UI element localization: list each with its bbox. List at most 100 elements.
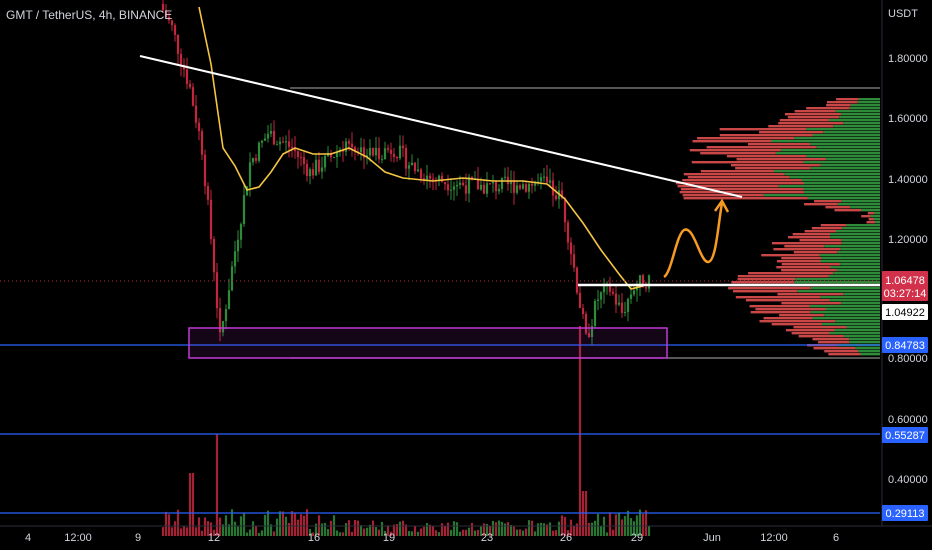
candle-body <box>185 69 189 84</box>
volume-bar <box>554 530 558 536</box>
volume-bar <box>176 509 180 536</box>
projection-path <box>663 202 724 279</box>
volume-bar <box>515 529 519 536</box>
currency-label: USDT <box>888 8 918 20</box>
volume-profile-buy-bar <box>846 326 880 329</box>
candle-body <box>197 122 201 132</box>
candle-body <box>161 4 165 11</box>
volume-bar <box>545 524 549 536</box>
volume-profile-buy-bar <box>810 143 880 146</box>
volume-profile-sell-bar <box>781 257 822 260</box>
candle-body <box>224 309 228 322</box>
volume-bar <box>260 530 264 536</box>
volume-profile-buy-bar <box>857 101 880 104</box>
candle-body <box>602 285 606 293</box>
volume-bar <box>182 526 186 536</box>
candle-body <box>608 283 612 292</box>
volume-profile-buy-bar <box>819 254 880 257</box>
volume-profile-buy-bar <box>810 287 880 290</box>
candle-body <box>449 189 453 191</box>
volume-bar <box>434 530 438 536</box>
volume-profile-sell-bar <box>781 263 841 266</box>
volume-profile-sell-bar <box>778 122 844 125</box>
candle-body <box>548 180 552 183</box>
volume-bar <box>443 525 447 536</box>
volume-profile-sell-bar <box>793 251 838 254</box>
volume-bar <box>383 530 387 536</box>
volume-bar <box>614 514 618 536</box>
volume-profile-sell-bar <box>768 125 834 128</box>
volume-bar <box>218 517 222 536</box>
candle-body <box>404 148 408 169</box>
volume-profile-sell-bar <box>791 332 830 335</box>
volume-profile-sell-bar <box>680 188 804 191</box>
volume-profile-buy-bar <box>850 206 880 209</box>
volume-bar <box>494 522 498 536</box>
volume-profile-sell-bar <box>794 110 836 113</box>
volume-bar <box>458 531 462 536</box>
candle-body <box>551 180 555 196</box>
candle-body <box>311 169 315 176</box>
volume-profile-sell-bar <box>755 308 826 311</box>
volume-bar <box>311 532 315 536</box>
volume-bar <box>389 531 393 536</box>
volume-bar <box>548 522 552 536</box>
volume-profile-sell-bar <box>779 119 830 122</box>
volume-bar <box>275 518 279 536</box>
time-tick-label: 9 <box>135 532 141 544</box>
volume-profile-buy-bar <box>830 236 880 239</box>
volume-profile-sell-bar <box>759 131 824 134</box>
candle-body <box>533 183 537 186</box>
volume-bar <box>524 528 528 536</box>
time-tick-label: 12 <box>208 532 220 544</box>
volume-bar <box>236 526 240 536</box>
volume-profile-sell-bar <box>719 128 807 131</box>
candle-body <box>350 143 354 148</box>
volume-profile-sell-bar <box>813 347 856 350</box>
volume-profile-sell-bar <box>761 254 820 257</box>
volume-profile-buy-bar <box>797 290 880 293</box>
candle-body <box>248 162 252 187</box>
volume-profile-sell-bar <box>689 149 782 152</box>
volume-bar <box>296 519 300 536</box>
candle-body <box>263 138 267 141</box>
volume-bar <box>377 529 381 536</box>
volume-bar <box>320 523 324 536</box>
volume-profile-buy-bar <box>784 173 880 176</box>
volume-profile-buy-bar <box>789 176 880 179</box>
volume-bar <box>461 529 465 536</box>
volume-profile-buy-bar <box>807 197 880 200</box>
candle-body <box>347 141 351 144</box>
candle-body <box>260 140 264 143</box>
volume-upper-tag-bg <box>882 427 928 443</box>
volume-bar <box>605 532 609 536</box>
volume-bar <box>422 526 426 536</box>
volume-profile-sell-bar <box>731 164 821 167</box>
volume-bar <box>440 523 444 536</box>
candle-body <box>362 147 366 158</box>
volume-bar <box>392 524 396 536</box>
time-tick-label: 26 <box>560 532 572 544</box>
candle-body <box>374 147 378 156</box>
volume-bar <box>278 511 282 536</box>
candle-body <box>494 182 498 192</box>
volume-profile-buy-bar <box>774 170 880 173</box>
volume-profile-sell-bar <box>867 212 875 215</box>
volume-bar <box>419 528 423 536</box>
chart-title: GMT / TetherUS, 4h, BINANCE <box>6 8 173 22</box>
volume-profile-sell-bar <box>868 218 874 221</box>
support-tag: 0.84783 <box>885 340 925 352</box>
volume-bar <box>557 521 561 536</box>
candle-body <box>569 242 573 255</box>
volume-bar <box>266 510 270 536</box>
volume-profile-buy-bar <box>849 107 880 110</box>
volume-profile-buy-bar <box>836 230 880 233</box>
candle-body <box>455 184 459 187</box>
volume-profile-sell-bar <box>683 173 785 176</box>
volume-profile-sell-bar <box>786 329 835 332</box>
volume-profile-sell-bar <box>781 302 842 305</box>
volume-bar <box>308 528 312 536</box>
